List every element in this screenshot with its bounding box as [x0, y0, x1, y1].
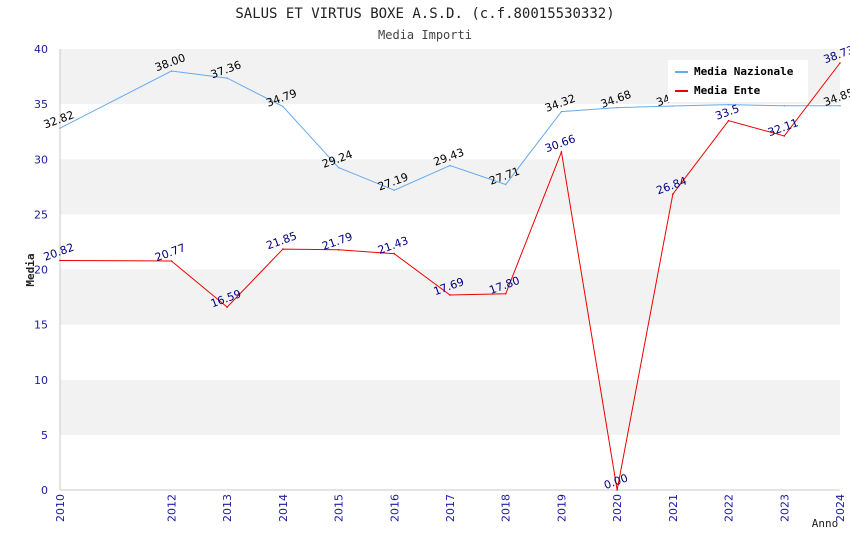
data-point [616, 489, 618, 491]
y-tick-label: 40 [34, 43, 48, 56]
x-tick-label: 2019 [555, 494, 568, 522]
data-point [226, 77, 228, 79]
x-tick-label: 2013 [221, 494, 234, 522]
x-axis-label: Anno [812, 517, 839, 530]
data-point [727, 119, 730, 122]
x-tick-label: 2022 [723, 494, 736, 522]
series-line-media-nazionale [59, 70, 840, 191]
y-tick-label: 5 [41, 429, 48, 442]
data-point [504, 292, 507, 295]
legend-label-media-nazionale: Media Nazionale [694, 65, 794, 78]
data-point [226, 306, 228, 308]
data-point [672, 105, 674, 107]
data-point [839, 104, 841, 107]
y-tick-label: 25 [34, 208, 48, 221]
x-tick-label: 2015 [333, 494, 346, 522]
legend-label-media-ente: Media Ente [694, 84, 761, 97]
grid-band [60, 104, 840, 160]
y-tick-label: 20 [34, 264, 48, 277]
y-tick-label: 0 [41, 484, 48, 497]
data-point [337, 248, 340, 251]
x-tick-label: 2024 [834, 494, 847, 522]
data-point [672, 193, 674, 195]
x-tick-label: 2017 [444, 494, 457, 522]
data-point [393, 252, 396, 255]
data-point [449, 294, 451, 296]
y-axis-ticks: 0 5 10 15 20 25 30 35 40 [34, 43, 48, 497]
data-point [170, 260, 173, 262]
data-point [560, 151, 563, 153]
data-point [449, 164, 451, 167]
data-point [504, 183, 507, 186]
series-line-media-ente [59, 62, 841, 491]
legend: Media Nazionale Media Ente [668, 60, 808, 102]
chart-title: SALUS ET VIRTUS BOXE A.S.D. (c.f.8001553… [235, 6, 614, 22]
data-point [282, 105, 284, 108]
chart-subtitle: Media Importi [378, 28, 472, 42]
data-point [393, 189, 396, 192]
grid-band [60, 159, 840, 215]
grid-band [60, 434, 840, 490]
x-tick-label: 2020 [611, 494, 624, 522]
legend-box [668, 60, 808, 102]
series-group [59, 62, 841, 491]
x-tick-label: 2021 [667, 494, 680, 522]
y-tick-label: 15 [34, 319, 48, 332]
x-axis-ticks: 2010 2012 2013 2014 2015 2016 2017 2018 2019 2020… [54, 494, 847, 522]
grid-band [60, 269, 840, 325]
data-point [59, 259, 61, 262]
data-point [282, 248, 284, 250]
data-point [783, 104, 786, 107]
grid-band [60, 214, 840, 270]
grid-band [60, 379, 840, 435]
data-point [170, 70, 173, 72]
x-tick-label: 2014 [277, 494, 290, 522]
x-tick-label: 2016 [388, 494, 401, 522]
grid-band [60, 324, 840, 380]
data-point [560, 110, 563, 113]
data-point [616, 106, 618, 109]
grid-bands [60, 49, 840, 490]
y-tick-label: 10 [34, 374, 48, 387]
data-point [783, 135, 786, 137]
y-tick-label: 35 [34, 98, 48, 111]
y-axis-label: Media [24, 253, 37, 286]
data-point [337, 166, 340, 169]
x-tick-label: 2012 [165, 494, 178, 522]
data-point [727, 103, 730, 106]
x-tick-label: 2018 [500, 494, 513, 522]
x-tick-label: 2023 [778, 494, 791, 522]
data-point [59, 127, 61, 129]
y-tick-label: 30 [34, 153, 48, 166]
x-tick-label: 2010 [54, 494, 67, 522]
data-point [839, 62, 841, 64]
